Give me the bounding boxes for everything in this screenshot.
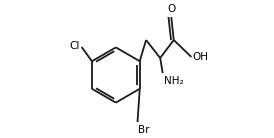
Text: OH: OH <box>193 52 209 62</box>
Text: NH₂: NH₂ <box>164 76 184 86</box>
Text: O: O <box>168 4 176 14</box>
Text: Cl: Cl <box>70 41 80 51</box>
Text: Br: Br <box>138 125 150 135</box>
